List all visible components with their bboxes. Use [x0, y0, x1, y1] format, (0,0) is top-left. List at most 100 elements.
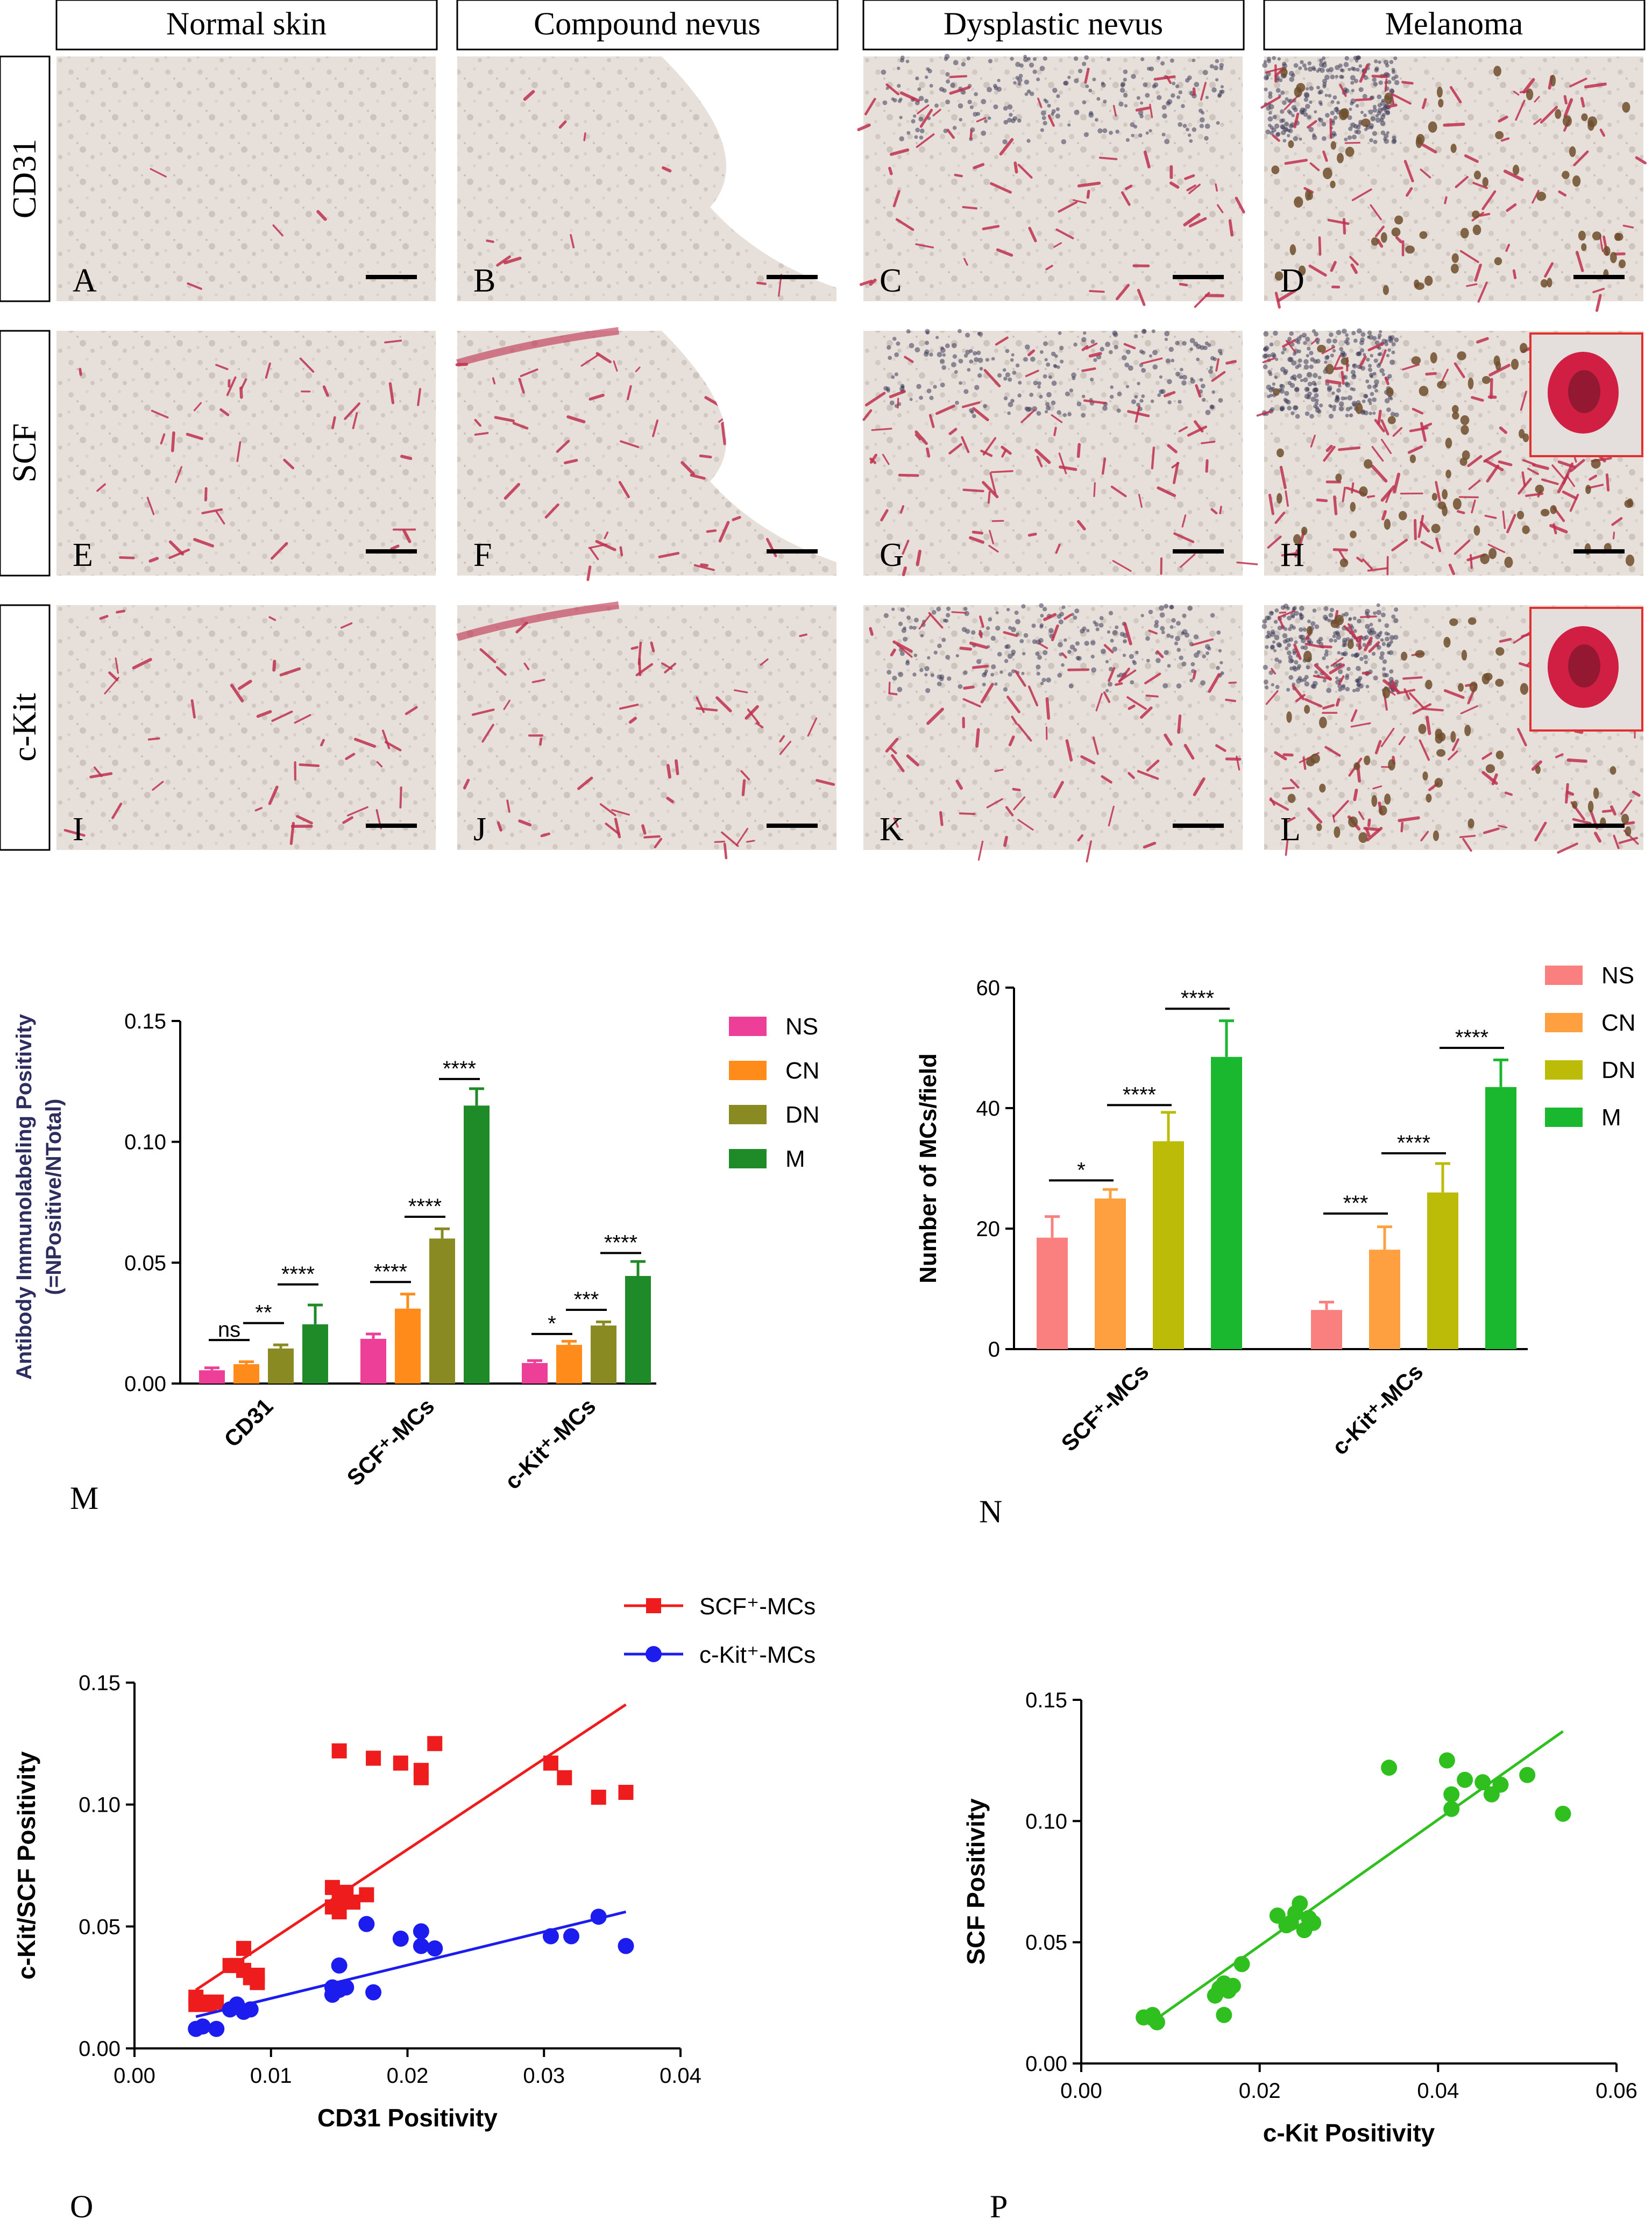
data-point — [1438, 1752, 1455, 1769]
pigment-cell — [1495, 647, 1505, 656]
nucleus-dot — [1371, 651, 1376, 656]
stain-mark — [1395, 236, 1402, 244]
nucleus-dot — [1347, 395, 1353, 401]
pigment-cell — [1578, 230, 1586, 241]
data-point — [393, 1755, 408, 1771]
nucleus-dot — [1003, 120, 1009, 125]
nucleus-dot — [1160, 61, 1165, 66]
stain-mark — [914, 430, 928, 445]
data-point — [413, 1938, 429, 1954]
legend-label: CN — [785, 1058, 820, 1084]
stain-mark — [1374, 419, 1385, 432]
pigment-cell — [1488, 548, 1497, 559]
nucleus-dot — [1302, 677, 1307, 682]
nucleus-dot — [1373, 379, 1379, 385]
pigment-cell — [1512, 165, 1520, 175]
nucleus-dot — [913, 618, 919, 623]
nucleus-dot — [1189, 678, 1194, 683]
nucleus-dot — [1266, 615, 1272, 620]
nucleus-dot — [1312, 608, 1317, 613]
stain-mark — [1569, 459, 1585, 472]
stain-mark — [1093, 482, 1096, 498]
stain-mark — [1368, 641, 1380, 653]
nucleus-dot — [963, 389, 969, 394]
micrograph-panel: G — [862, 329, 1258, 577]
nucleus-dot — [958, 358, 963, 364]
nucleus-dot — [1274, 635, 1280, 641]
pigment-cell — [1384, 519, 1391, 530]
nucleus-dot — [1359, 348, 1365, 353]
stain-mark — [1137, 770, 1159, 780]
stain-mark — [741, 779, 746, 797]
stain-mark — [932, 109, 941, 117]
nucleus-dot — [1345, 333, 1349, 337]
stain-mark — [1379, 349, 1387, 364]
nucleus-dot — [999, 670, 1003, 674]
stain-mark — [316, 210, 327, 221]
stain-mark — [1460, 705, 1478, 714]
nucleus-dot — [1153, 623, 1159, 628]
bar — [302, 1324, 328, 1384]
stain-mark — [1448, 563, 1455, 576]
stain-mark — [1569, 77, 1587, 88]
nucleus-dot — [1381, 372, 1385, 377]
legend-label: DN — [1601, 1057, 1636, 1083]
pigment-cell — [1562, 115, 1572, 127]
nucleus-dot — [1176, 95, 1181, 100]
nucleus-dot — [974, 92, 978, 96]
stain-mark — [1499, 637, 1512, 643]
stain-mark — [1115, 283, 1130, 301]
stain-mark — [1387, 103, 1398, 108]
stain-mark — [215, 510, 225, 525]
micrograph-panel: L — [1261, 603, 1643, 856]
stain-mark — [962, 698, 981, 708]
stain-mark — [889, 389, 906, 399]
pigment-cell — [1437, 380, 1447, 389]
nucleus-dot — [1342, 652, 1346, 656]
stain-mark — [1380, 438, 1392, 455]
stain-mark — [1624, 821, 1635, 825]
stain-mark — [869, 453, 877, 464]
stain-mark — [745, 705, 759, 720]
stain-mark — [859, 280, 873, 286]
stain-mark — [96, 483, 106, 492]
nucleus-dot — [1202, 69, 1208, 75]
stain-mark — [570, 234, 575, 249]
x-tick-label: 0.02 — [387, 2064, 429, 2088]
stain-mark — [928, 612, 944, 629]
nucleus-dot — [1074, 78, 1079, 83]
nucleus-dot — [1315, 406, 1319, 410]
nucleus-dot — [1284, 369, 1288, 374]
nucleus-dot — [903, 636, 908, 642]
bar — [1485, 1087, 1516, 1349]
nucleus-dot — [935, 336, 939, 339]
nucleus-dot — [1334, 107, 1339, 112]
stain-mark — [714, 840, 725, 843]
data-point — [331, 1957, 348, 1974]
nucleus-dot — [1328, 414, 1334, 419]
nucleus-dot — [1088, 88, 1093, 93]
nucleus-dot — [1379, 118, 1384, 122]
pigment-cell — [1550, 505, 1557, 514]
nucleus-dot — [915, 76, 919, 81]
stain-mark — [1359, 615, 1377, 619]
nucleus-dot — [1384, 398, 1390, 403]
nucleus-dot — [1352, 387, 1356, 392]
nucleus-dot — [1017, 82, 1022, 86]
stain-mark — [892, 190, 901, 208]
nucleus-dot — [1262, 62, 1268, 68]
stain-mark — [1562, 490, 1578, 500]
nucleus-dot — [1385, 110, 1390, 115]
nucleus-dot — [1043, 120, 1047, 126]
nucleus-dot — [1084, 641, 1089, 646]
nucleus-dot — [1360, 366, 1366, 371]
nucleus-dot — [899, 136, 904, 141]
data-point — [194, 2018, 211, 2035]
micrograph-panel: J — [456, 601, 836, 860]
nucleus-dot — [1390, 335, 1395, 340]
nucleus-dot — [1039, 350, 1044, 354]
nucleus-dot — [1077, 656, 1082, 661]
stain-mark — [496, 255, 511, 267]
stain-mark — [885, 737, 899, 753]
pigment-cell — [1619, 259, 1626, 268]
